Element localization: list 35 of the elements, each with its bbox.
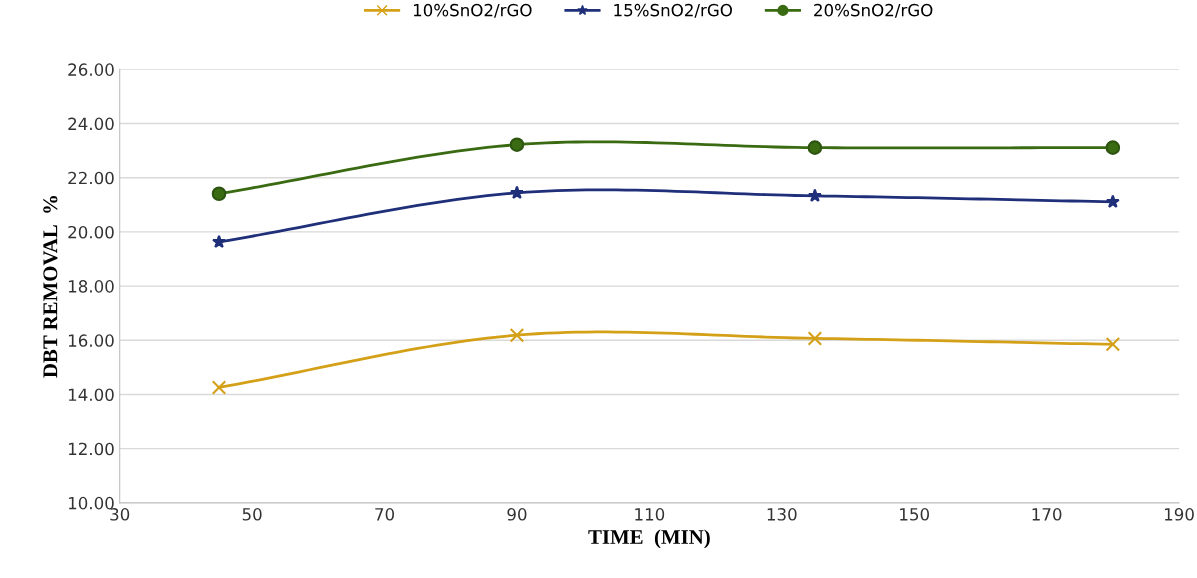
y-tick-label: 10.00 [68,496,114,510]
x-tick-label: 110 [635,508,665,521]
point [1105,194,1120,208]
point [509,137,525,152]
y-tick-label: 14.00 [68,388,114,402]
x-tick-label: 150 [900,508,930,521]
x-tick-label: 70 [375,508,395,521]
y-tick-label: 24.00 [68,117,114,131]
legend-label: 10%SnO2/rGO [413,3,532,18]
point [807,188,822,202]
point [807,140,823,155]
y-tick-label: 22.00 [68,171,114,185]
y-tick-label: 16.00 [68,334,114,347]
legend-label: 20%SnO2/rGO [814,3,933,18]
x-tick-label: 50 [242,508,262,521]
y-tick-label: 20.00 [68,225,114,239]
x-tick-label: 190 [1164,508,1194,521]
point [1105,337,1121,352]
y-tick-label: 26.00 [68,63,114,76]
y-tick-label: 12.00 [68,442,114,456]
point [509,327,525,343]
point [211,380,227,395]
point [807,331,823,346]
legend-label: 15%SnO2/rGO [614,3,732,18]
x-axis-title: TIME (MIN) [588,529,710,549]
y-tick-label: 18.00 [68,280,114,293]
x-tick-label: 30 [110,508,130,521]
point [212,234,226,249]
y-axis-title: DBT REMOVAL % [43,196,58,378]
x-tick-label: 90 [507,508,527,521]
x-tick-label: 170 [1032,508,1062,521]
point [211,186,227,202]
point [1105,140,1121,155]
x-tick-label: 130 [767,508,797,521]
point [509,185,524,199]
